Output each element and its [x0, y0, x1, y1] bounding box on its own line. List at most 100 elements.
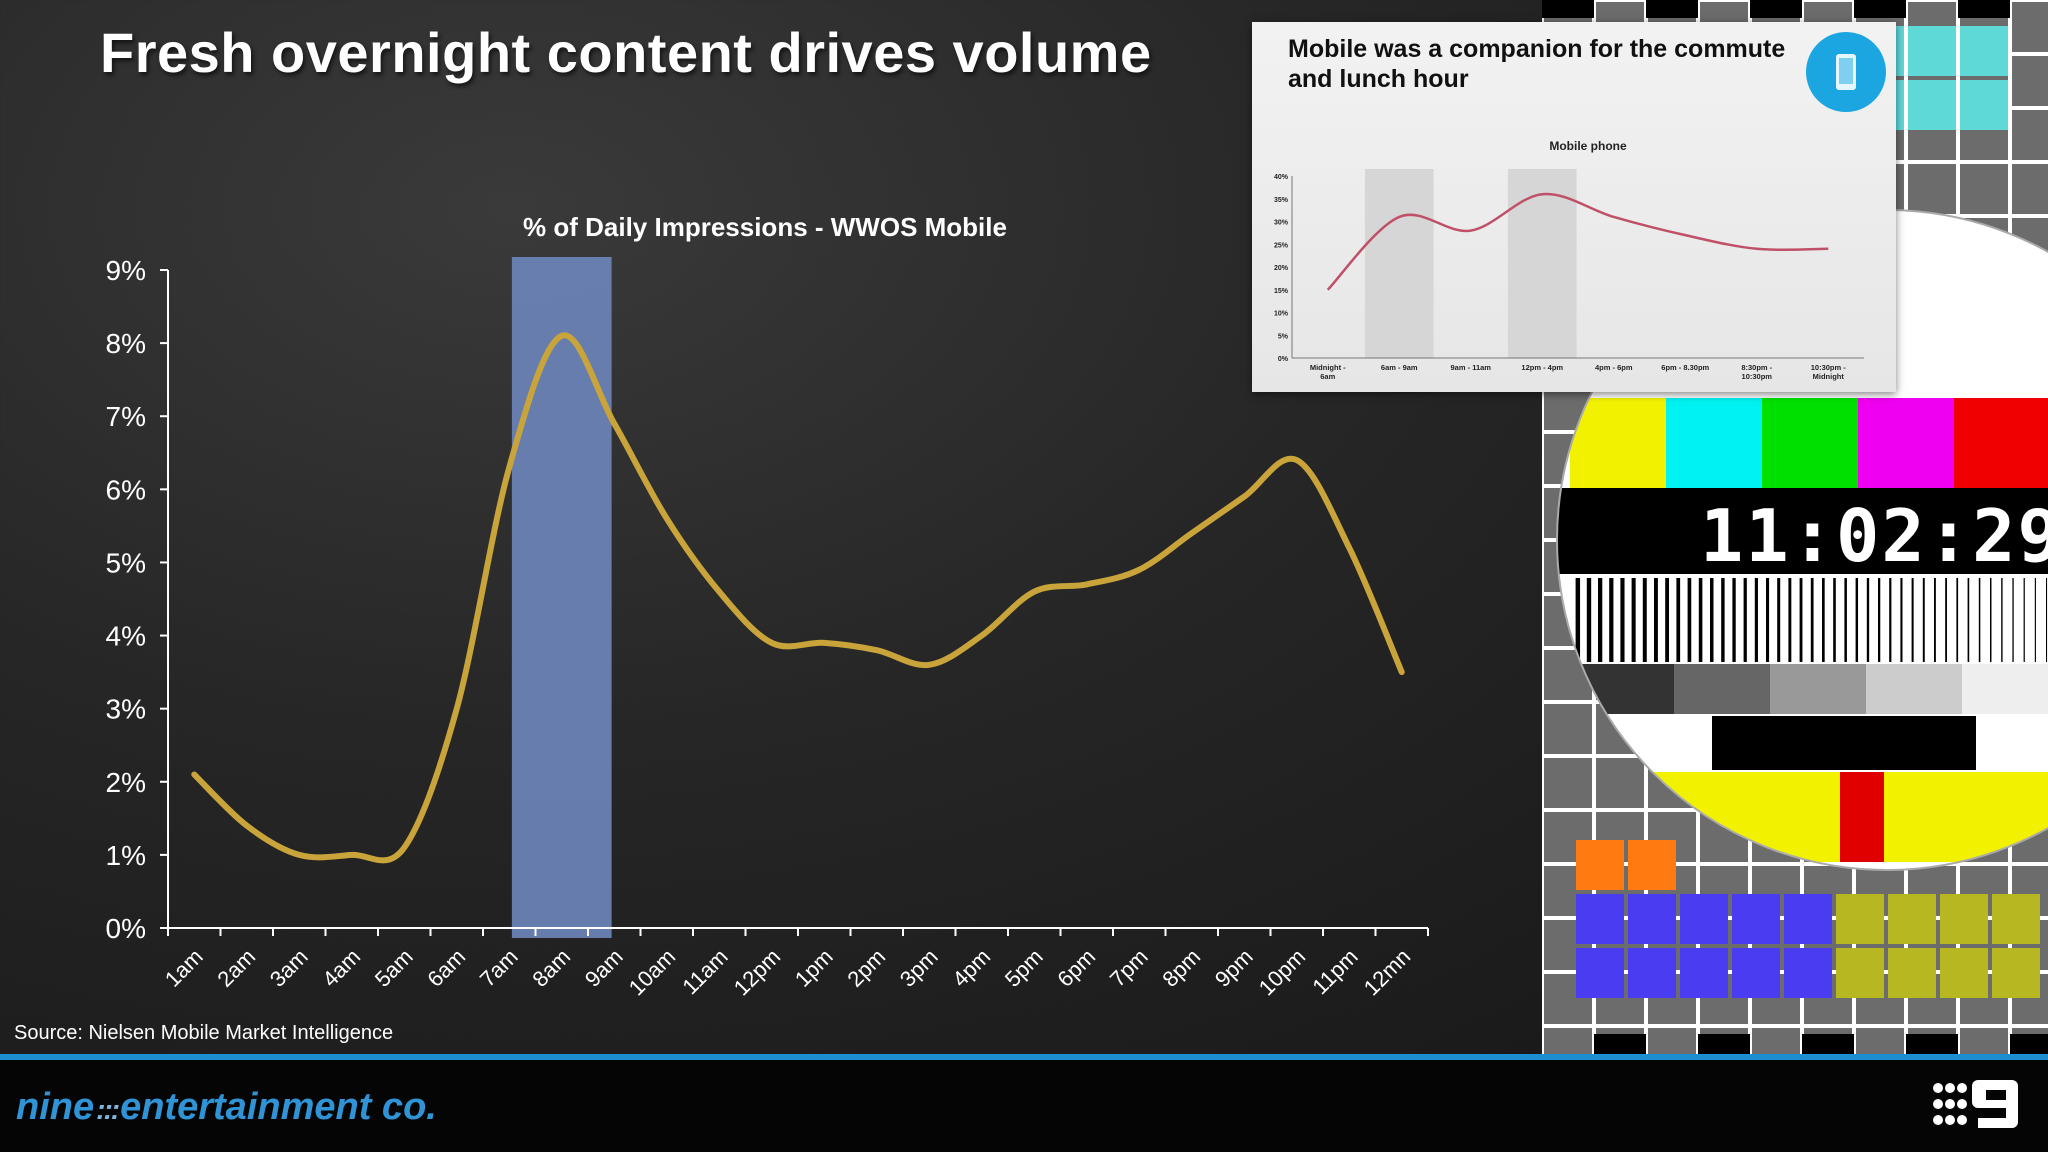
- resolution-stripe: [1598, 578, 1603, 662]
- inset-y-tick-label: 10%: [1274, 311, 1289, 318]
- color-bar: [1762, 398, 1858, 488]
- inset-title: Mobile was a companion for the commute a…: [1288, 35, 1786, 93]
- resolution-stripe: [1738, 578, 1742, 662]
- highlight-band-8am: [511, 257, 612, 938]
- x-tick-label: 7pm: [1105, 944, 1153, 992]
- orange-block: [1576, 840, 1624, 890]
- gray-step: [1866, 664, 1962, 714]
- inset-x-tick-label: 6pm - 8.30pm: [1661, 363, 1709, 372]
- resolution-stripe: [1838, 578, 1842, 662]
- resolution-stripe: [1833, 578, 1836, 662]
- grid-cell: [1752, 1028, 1800, 1054]
- checker-block: [1854, 0, 1906, 18]
- resolution-stripe: [1749, 578, 1753, 662]
- resolution-stripe: [1760, 578, 1764, 662]
- x-tick-label: 12mn: [1359, 944, 1416, 1001]
- resolution-stripe: [2040, 578, 2042, 662]
- resolution-stripe: [2001, 578, 2003, 662]
- footer-bar: [0, 1060, 2048, 1152]
- resolution-stripe: [1609, 578, 1614, 662]
- inset-y-tick-label: 0%: [1278, 356, 1289, 363]
- y-tick-label: 5%: [106, 547, 146, 578]
- resolution-stripe: [1648, 578, 1653, 662]
- resolution-stripe: [1816, 578, 1820, 662]
- grid-cell: [1648, 1028, 1696, 1054]
- resolution-stripe: [1726, 578, 1731, 662]
- grid-cell: [1856, 1028, 1904, 1054]
- color-bar: [1954, 398, 2048, 488]
- slide-title: Fresh overnight content drives volume: [100, 21, 1152, 84]
- blue-block: [1628, 948, 1676, 998]
- blue-block: [1576, 948, 1624, 998]
- olive-block: [1940, 948, 1988, 998]
- resolution-stripe: [1978, 578, 1981, 662]
- resolution-stripe: [1850, 578, 1853, 662]
- impressions-chart: 0%1%2%3%4%5%6%7%8%9%1am 2am 3am 4am 5am 6am 7a…: [106, 212, 1416, 1001]
- resolution-stripe: [1631, 578, 1636, 662]
- x-tick-label: 8am: [527, 944, 575, 992]
- resolution-stripe: [1945, 578, 1947, 662]
- resolution-stripe: [1771, 578, 1775, 662]
- grid-cell: [2012, 2, 2048, 52]
- resolution-stripe: [1889, 578, 1892, 662]
- color-bar: [1858, 398, 1954, 488]
- olive-block: [1940, 894, 1988, 944]
- color-bar: [1570, 398, 1666, 488]
- resolution-stripe: [1810, 578, 1814, 662]
- resolution-stripe: [1866, 578, 1870, 662]
- resolution-stripe: [1822, 578, 1825, 662]
- resolution-stripe: [1642, 578, 1647, 662]
- resolution-stripe: [1855, 578, 1859, 662]
- grid-cell: [1908, 164, 1956, 214]
- inset-y-tick-label: 15%: [1274, 288, 1289, 295]
- resolution-stripe: [1665, 578, 1670, 662]
- resolution-stripe: [1581, 578, 1586, 662]
- resolution-stripe: [1973, 578, 1975, 662]
- resolution-stripe: [1715, 578, 1720, 662]
- red-bar: [1840, 772, 1884, 862]
- grid-cell: [1960, 164, 2008, 214]
- grid-cell: [2012, 56, 2048, 106]
- grid-cell: [2012, 164, 2048, 214]
- resolution-stripe: [1687, 578, 1692, 662]
- grid-cell: [2012, 110, 2048, 160]
- black-bar: [1712, 716, 1976, 770]
- resolution-stripe: [1906, 578, 1909, 662]
- olive-block: [1836, 894, 1884, 944]
- chart-title: % of Daily Impressions - WWOS Mobile: [523, 212, 1007, 242]
- resolution-stripe: [1805, 578, 1808, 662]
- x-tick-label: 4pm: [947, 944, 995, 992]
- resolution-stripe: [1603, 578, 1608, 662]
- footer-rule: [0, 1054, 2048, 1060]
- y-tick-label: 1%: [106, 840, 146, 871]
- resolution-stripe: [1710, 578, 1714, 662]
- checker-block: [1698, 1034, 1750, 1054]
- inset-highlight-band: [1364, 169, 1434, 358]
- inset-chart-panel: 0% 5% 10% 15% 20% 25% 30% 35% 40% Midnight -6am 6a…: [1252, 22, 1896, 392]
- cyan-block: [1908, 80, 1956, 130]
- resolution-stripe: [1788, 578, 1792, 662]
- cyan-block: [1908, 26, 1956, 76]
- resolution-stripe: [2023, 578, 2025, 662]
- blue-block: [1784, 894, 1832, 944]
- resolution-stripe: [1698, 578, 1703, 662]
- grid-cell: [1544, 1028, 1592, 1054]
- inset-chart-title: Mobile phone: [1549, 139, 1627, 153]
- checker-block: [1906, 1034, 1958, 1054]
- x-tick-label: 3am: [265, 944, 313, 992]
- resolution-stripe: [1794, 578, 1797, 662]
- y-tick-label: 4%: [106, 621, 146, 652]
- checker-block: [1646, 0, 1698, 18]
- x-tick-label: 4am: [317, 944, 365, 992]
- source-note: Source: Nielsen Mobile Market Intelligen…: [14, 1022, 394, 1044]
- grid-cell: [1544, 758, 1592, 808]
- blue-block: [1732, 894, 1780, 944]
- gray-step: [1674, 664, 1770, 714]
- inset-y-tick-label: 5%: [1278, 333, 1289, 340]
- resolution-stripe: [1878, 578, 1881, 662]
- resolution-stripe: [1967, 578, 1970, 662]
- resolution-stripe: [1620, 578, 1625, 662]
- resolution-stripe: [1799, 578, 1803, 662]
- inset-x-tick-label: 10:30pm -: [1811, 363, 1847, 372]
- resolution-stripe: [1861, 578, 1864, 662]
